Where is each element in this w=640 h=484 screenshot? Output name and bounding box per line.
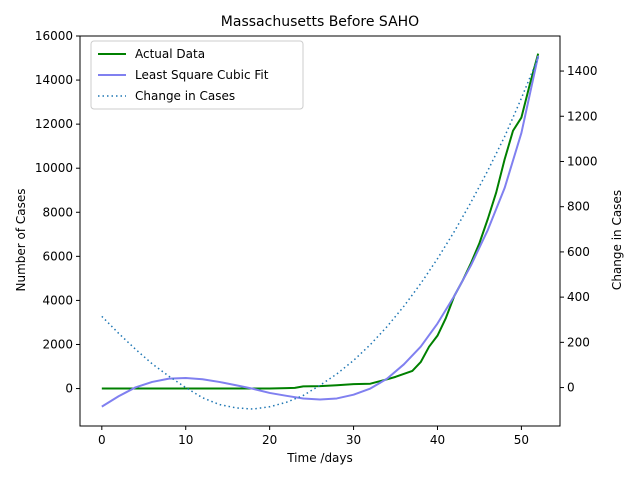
legend-label: Actual Data: [135, 47, 205, 61]
y2-tick-label: 800: [567, 200, 590, 214]
y-tick-label: 8000: [42, 205, 73, 219]
legend-label: Least Square Cubic Fit: [135, 68, 269, 82]
legend: Actual Data Least Square Cubic Fit Change …: [90, 40, 304, 110]
legend-label: Change in Cases: [135, 89, 235, 103]
y-tick-label: 6000: [42, 249, 73, 263]
y2-tick-label: 200: [567, 335, 590, 349]
legend-box: [90, 40, 304, 110]
series-layer: [101, 53, 540, 410]
y-tick-label: 16000: [35, 29, 73, 43]
x-tick-label: 10: [178, 433, 193, 447]
x-tick-label: 20: [262, 433, 277, 447]
x-tick-label: 0: [98, 433, 106, 447]
y-tick-label: 0: [65, 382, 73, 396]
y2-tick-label: 1200: [567, 109, 598, 123]
chart-title: Massachusetts Before SAHO: [221, 14, 419, 30]
x-tick-label: 40: [430, 433, 445, 447]
series-line-1: [101, 53, 540, 390]
series-line-3: [101, 57, 539, 410]
y2-tick-label: 1400: [567, 64, 598, 78]
y-tick-label: 12000: [35, 117, 73, 131]
y2-tick-label: 1000: [567, 154, 598, 168]
y2-axis-label: Change in Cases: [610, 190, 624, 290]
x-tick-label: 50: [514, 433, 529, 447]
series-line-2: [101, 55, 540, 408]
x-axis: 0 10 20 30 40 50: [98, 426, 529, 447]
y-tick-label: 10000: [35, 161, 73, 175]
y2-tick-label: 0: [567, 381, 575, 395]
y2-tick-label: 400: [567, 290, 590, 304]
y2-tick-label: 600: [567, 245, 590, 259]
x-axis-label: Time /days: [286, 451, 353, 465]
y-tick-label: 14000: [35, 73, 73, 87]
y-axis-label: Number of Cases: [14, 188, 28, 291]
x-tick-label: 30: [346, 433, 361, 447]
y-axis-right: 0 200 400 600 800 1000 1200 1400: [560, 64, 598, 395]
y-axis-left: 0 2000 4000 6000 8000 10000 12000 14000 16000: [35, 29, 80, 396]
y-tick-label: 4000: [42, 293, 73, 307]
y-tick-label: 2000: [42, 337, 73, 351]
plot-frame: [79, 35, 561, 427]
